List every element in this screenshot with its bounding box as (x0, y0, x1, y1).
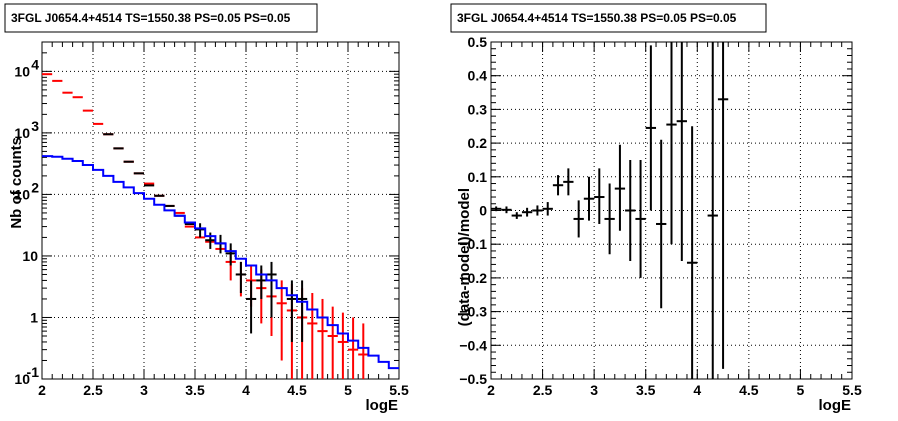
data-point (205, 232, 216, 249)
data-point (573, 200, 584, 238)
data-point (686, 126, 698, 379)
x-tick-label: 4 (242, 382, 250, 398)
y-tick-label: 1 (30, 309, 38, 325)
residual-title: 3FGL J0654.4+4514 TS=1550.38 PS=0.05 PS=… (457, 11, 737, 25)
data-point (604, 183, 615, 255)
data-point (297, 280, 308, 342)
data-point (317, 298, 328, 379)
y-tick-label: −0.3 (459, 304, 487, 320)
data-point (337, 312, 348, 379)
x-tick-label: 4 (693, 382, 701, 398)
counts-title: 3FGL J0654.4+4514 TS=1550.38 PS=0.05 PS=… (11, 11, 291, 25)
counts-x-axis-title: logE (366, 397, 399, 414)
residual-series (491, 42, 729, 379)
data-point (552, 175, 564, 196)
model-step-line (42, 155, 399, 370)
counts-title-box (4, 3, 318, 33)
y-tick-label: 10 (14, 371, 30, 387)
data-point (645, 45, 657, 211)
y-tick-label: 10 (14, 125, 30, 141)
x-tick-label: 2.5 (533, 382, 553, 398)
data-point (532, 205, 543, 216)
y-tick-label: −0.1 (459, 236, 487, 252)
data-point (583, 176, 595, 221)
y-tick-label: 0.4 (468, 68, 488, 84)
x-tick-label: 2 (487, 382, 495, 398)
x-tick-label: 5 (344, 382, 352, 398)
x-tick-label: 3.5 (185, 382, 205, 398)
residual-x-tick-labels: 2 2.5 3 3.5 4 4.5 5 5.5 (487, 382, 862, 398)
data-point (286, 280, 297, 342)
x-tick-label: 5.5 (842, 382, 862, 398)
x-tick-label: 5 (797, 382, 805, 398)
x-tick-label: 4.5 (739, 382, 759, 398)
data-point (225, 243, 236, 266)
y-tick-label: 0.2 (468, 135, 488, 151)
data-point (542, 202, 553, 216)
data-point (563, 168, 574, 196)
y-tick-label: 0 (479, 203, 487, 219)
counts-grid (42, 42, 399, 379)
x-tick-label: 2.5 (83, 382, 103, 398)
data-point (307, 292, 318, 379)
x-tick-label: 3 (590, 382, 598, 398)
data-point (256, 265, 267, 299)
y-tick-label: −0.5 (459, 371, 487, 387)
data-point (594, 168, 605, 224)
data-point (707, 42, 718, 379)
data-point (625, 159, 636, 262)
residual-title-box (450, 3, 767, 33)
x-tick-label: 4.5 (287, 382, 307, 398)
y-tick-label: 0.1 (468, 169, 488, 185)
counts-series (42, 73, 399, 379)
counts-ticks (41, 42, 400, 380)
data-point (266, 261, 277, 318)
y-tick-label: 0.3 (468, 101, 488, 117)
residual-grid (491, 42, 852, 379)
x-tick-label: 3 (140, 382, 148, 398)
data-point (666, 42, 677, 245)
counts-panel: 3FGL J0654.4+4514 TS=1550.38 PS=0.05 PS=… (4, 3, 409, 414)
residual-ticks (490, 41, 853, 380)
y-tick-exponent: -1 (27, 364, 40, 380)
y-tick-label: 10 (22, 248, 38, 264)
data-point (348, 317, 359, 379)
y-tick-exponent: 4 (31, 56, 39, 72)
y-tick-exponent: 3 (31, 118, 39, 134)
residual-y-tick-labels: −0.5 −0.4 −0.3 −0.2 −0.1 0 0.1 0.2 0.3 0.4 0.5 (459, 34, 487, 387)
data-point (491, 206, 502, 212)
x-tick-label: 5.5 (389, 382, 409, 398)
data-point (656, 139, 667, 309)
data-point (717, 42, 729, 369)
data-point (676, 42, 687, 262)
data-point (246, 280, 257, 334)
data-point (327, 306, 338, 379)
counts-plot-frame (41, 41, 400, 380)
counts-x-tick-labels: 2 2.5 3 3.5 4 4.5 5 5.5 (38, 382, 409, 398)
y-tick-label: 10 (14, 63, 30, 79)
y-tick-label: 0.5 (468, 34, 488, 50)
y-tick-exponent: 2 (31, 179, 39, 195)
counts-y-axis-title: Nb of counts (8, 137, 25, 229)
data-point (501, 206, 512, 214)
data-point (635, 159, 646, 278)
y-tick-label: 10 (14, 186, 30, 202)
data-point (276, 280, 287, 361)
data-point (511, 212, 522, 219)
residual-y-axis-title: (data-model)/model (456, 188, 473, 326)
data-point (195, 223, 206, 238)
data-point (358, 323, 369, 379)
y-tick-label: −0.2 (459, 270, 487, 286)
x-tick-label: 3.5 (636, 382, 656, 398)
residual-x-axis-title: logE (819, 397, 852, 414)
residual-panel: 3FGL J0654.4+4514 TS=1550.38 PS=0.05 PS=… (450, 3, 862, 414)
data-point (614, 144, 626, 231)
x-tick-label: 2 (38, 382, 46, 398)
data-point (235, 261, 246, 293)
y-tick-label: −0.4 (459, 337, 487, 353)
data-point (521, 207, 533, 217)
